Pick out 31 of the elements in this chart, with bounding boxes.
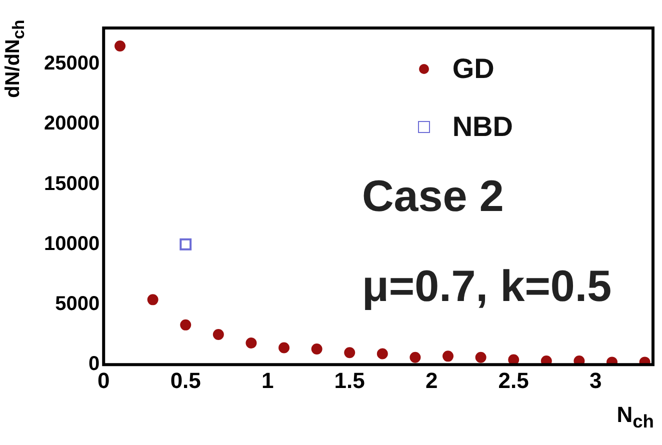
x-tick-label: 1 [261, 368, 274, 393]
x-tick-label: 3 [589, 368, 602, 393]
point [508, 354, 520, 365]
annotation: μ=0.7, k=0.5 [362, 262, 612, 312]
point [475, 352, 486, 363]
annotation: Case 2 [362, 172, 504, 222]
y-tick-label: 15000 [44, 172, 100, 195]
x-tick-label: 1.5 [334, 368, 365, 393]
y-tick-label: 5000 [55, 293, 100, 316]
point [180, 238, 192, 250]
point [180, 319, 192, 330]
point [114, 40, 126, 52]
point [442, 350, 454, 362]
x-tick-label: 2.5 [498, 368, 529, 393]
legend-label: GD [452, 53, 494, 85]
y-tick-label: 10000 [44, 232, 100, 255]
point [147, 294, 158, 306]
point [344, 347, 356, 358]
y-tick-label: 20000 [44, 112, 100, 135]
point [246, 337, 257, 348]
point [376, 348, 388, 360]
y-tick-label: 0 [88, 353, 100, 376]
point [410, 352, 421, 363]
x-axis-title: N$_{ch}$ [616, 402, 654, 432]
point [311, 343, 322, 354]
point [212, 329, 224, 340]
x-tick-label: 2 [425, 368, 438, 393]
legend-label: NBD [452, 111, 513, 143]
x-tick-label: 0.5 [170, 368, 201, 393]
point [278, 342, 290, 354]
y-tick-label: 25000 [44, 52, 100, 75]
